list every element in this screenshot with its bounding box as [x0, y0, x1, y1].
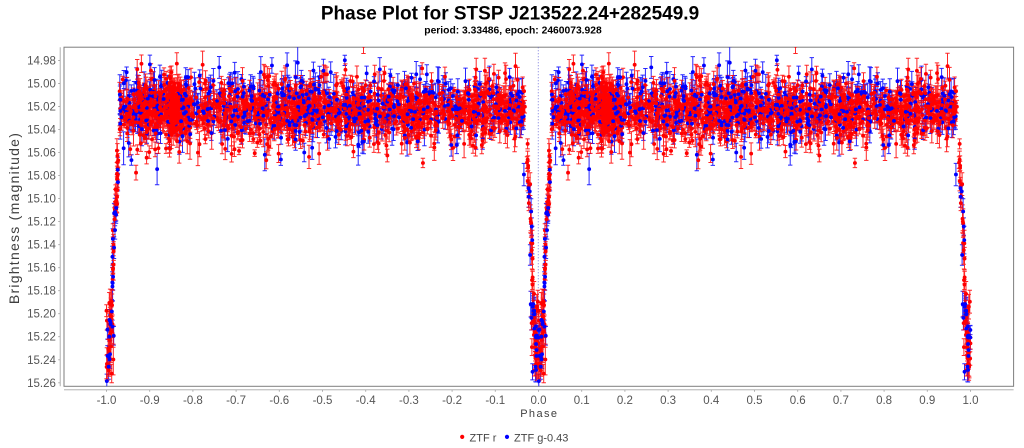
svg-text:15.06: 15.06: [27, 148, 56, 160]
svg-text:0.9: 0.9: [919, 395, 935, 407]
svg-text:-0.9: -0.9: [140, 395, 160, 407]
svg-text:15.14: 15.14: [27, 240, 56, 252]
svg-text:0.3: 0.3: [660, 395, 676, 407]
svg-text:15.16: 15.16: [27, 263, 56, 275]
svg-text:-0.1: -0.1: [485, 395, 505, 407]
svg-text:Phase Plot for STSP J213522.24: Phase Plot for STSP J213522.24+282549.9: [321, 3, 699, 24]
svg-text:0.4: 0.4: [703, 395, 720, 407]
svg-text:15.02: 15.02: [27, 102, 56, 114]
svg-text:0.1: 0.1: [574, 395, 590, 407]
svg-text:0.7: 0.7: [833, 395, 849, 407]
svg-text:period: 3.33486, epoch: 246007: period: 3.33486, epoch: 2460073.928: [424, 26, 602, 37]
svg-text:15.24: 15.24: [27, 355, 56, 367]
svg-text:15.04: 15.04: [27, 125, 56, 137]
svg-text:-0.8: -0.8: [183, 395, 203, 407]
svg-text:Brightness (magnitude): Brightness (magnitude): [6, 132, 22, 304]
svg-text:-0.2: -0.2: [442, 395, 462, 407]
svg-text:ZTF r: ZTF r: [470, 433, 497, 445]
svg-text:-0.7: -0.7: [226, 395, 246, 407]
svg-text:15.26: 15.26: [27, 378, 56, 390]
svg-text:0.8: 0.8: [876, 395, 892, 407]
svg-text:0.0: 0.0: [531, 395, 547, 407]
svg-text:14.98: 14.98: [27, 56, 56, 68]
svg-text:0.2: 0.2: [617, 395, 633, 407]
svg-text:0.5: 0.5: [747, 395, 763, 407]
svg-text:-0.5: -0.5: [313, 395, 333, 407]
svg-text:15.22: 15.22: [27, 332, 56, 344]
svg-text:15.12: 15.12: [27, 217, 56, 229]
svg-text:-0.6: -0.6: [269, 395, 289, 407]
svg-text:0.6: 0.6: [790, 395, 806, 407]
svg-text:15.08: 15.08: [27, 171, 56, 183]
svg-text:1.0: 1.0: [963, 395, 979, 407]
svg-text:15.00: 15.00: [27, 79, 56, 91]
svg-text:Phase: Phase: [520, 408, 558, 420]
svg-text:-0.4: -0.4: [356, 395, 376, 407]
svg-text:-1.0: -1.0: [97, 395, 117, 407]
svg-text:ZTF g-0.43: ZTF g-0.43: [514, 433, 568, 445]
svg-text:15.10: 15.10: [27, 194, 56, 206]
svg-text:15.18: 15.18: [27, 286, 56, 298]
svg-text:15.20: 15.20: [27, 309, 56, 321]
svg-text:-0.3: -0.3: [399, 395, 419, 407]
